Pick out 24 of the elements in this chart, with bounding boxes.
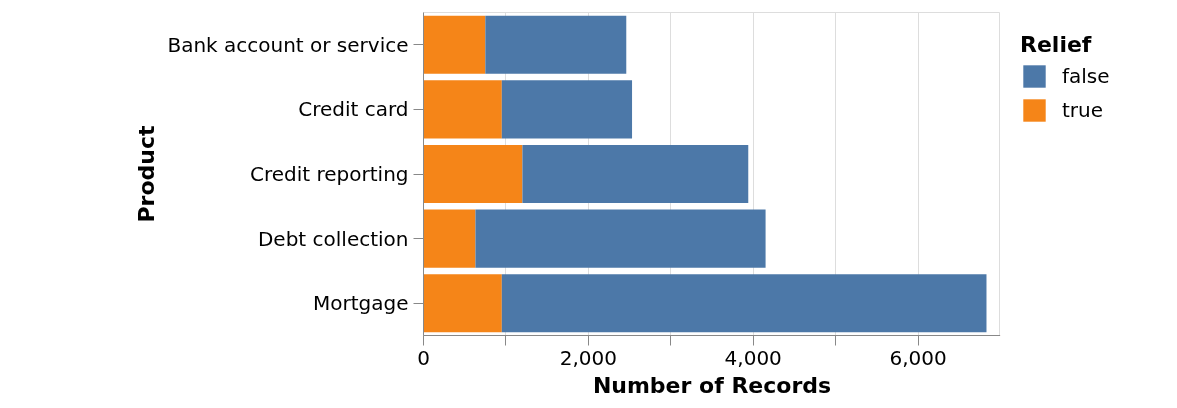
x-axis-title: Number of Records: [592, 372, 832, 398]
bar: [501, 80, 633, 139]
y-tick-label: Credit card: [298, 97, 409, 122]
legend-label: true: [1062, 98, 1104, 122]
x-tick-label: 6,000: [889, 345, 947, 370]
y-tick-label: Bank account or service: [167, 32, 409, 57]
bar: [522, 144, 749, 204]
bar: [423, 274, 502, 333]
bar: [423, 80, 502, 139]
bar: [423, 209, 476, 268]
y-axis-title: Product: [134, 124, 160, 223]
bar: [475, 209, 766, 268]
x-tick-label: 2,000: [559, 345, 617, 370]
x-tick-label: 0: [417, 345, 430, 370]
x-tick-label: 4,000: [724, 345, 782, 370]
y-tick-label: Mortgage: [312, 291, 409, 316]
y-tick-label: Debt collection: [257, 226, 409, 251]
bar: [485, 15, 627, 74]
bar: [501, 274, 987, 333]
bar: [423, 15, 486, 74]
legend-label: false: [1062, 64, 1110, 88]
legend-title: Relief: [1020, 32, 1093, 57]
bar: [423, 144, 523, 204]
y-tick-label: Credit reporting: [249, 162, 409, 186]
